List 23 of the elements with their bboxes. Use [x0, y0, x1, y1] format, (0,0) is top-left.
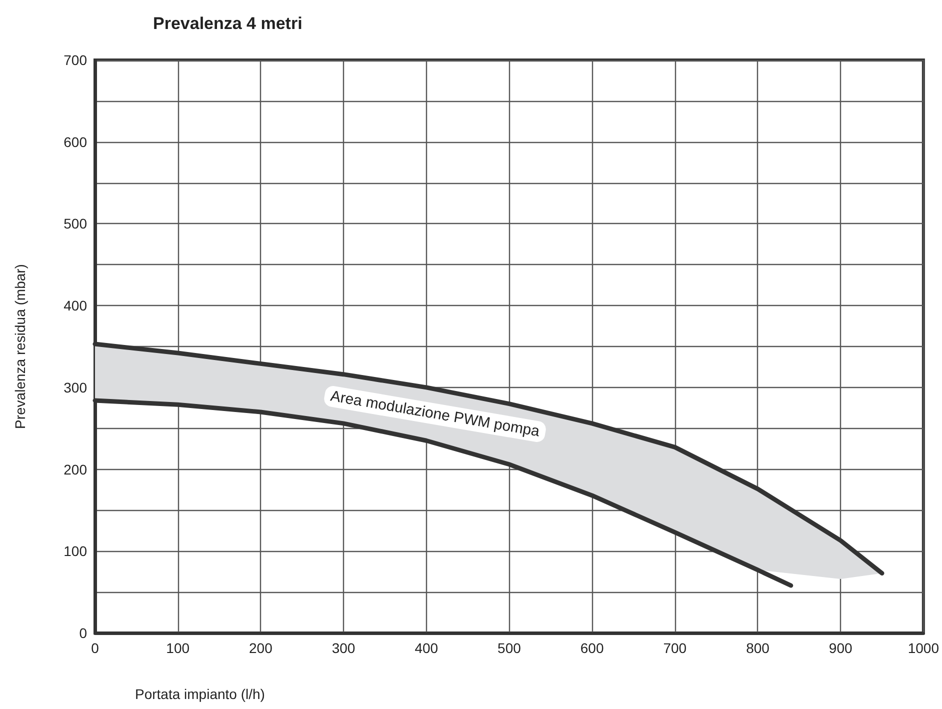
x-axis-title: Portata impianto (l/h) [135, 686, 265, 702]
x-tick-label: 600 [580, 640, 604, 656]
y-tick-label: 100 [64, 543, 88, 560]
x-tick-label: 100 [166, 640, 190, 656]
x-tick-label: 1000 [908, 640, 940, 656]
x-tick-label: 900 [828, 640, 852, 656]
y-tick-label: 300 [64, 379, 88, 396]
x-tick-label: 200 [249, 640, 273, 656]
x-tick-label: 700 [663, 640, 687, 656]
y-tick-label: 0 [79, 625, 88, 641]
chart-title: Prevalenza 4 metri [153, 14, 302, 33]
x-tick-label: 500 [498, 640, 522, 656]
x-tick-label: 400 [414, 640, 438, 656]
x-tick-label: 0 [91, 640, 100, 656]
y-tick-label: 600 [64, 134, 88, 150]
y-tick-label: 500 [64, 216, 88, 232]
y-tick-label: 700 [64, 52, 88, 68]
x-tick-label: 800 [746, 640, 770, 656]
y-tick-label: 200 [64, 461, 88, 478]
x-tick-label: 300 [332, 640, 356, 656]
annotation: Area modulazione PWM pompa [329, 388, 542, 440]
y-axis-title: Prevalenza residua (mbar) [12, 264, 28, 429]
y-tick-label: 400 [64, 298, 88, 314]
